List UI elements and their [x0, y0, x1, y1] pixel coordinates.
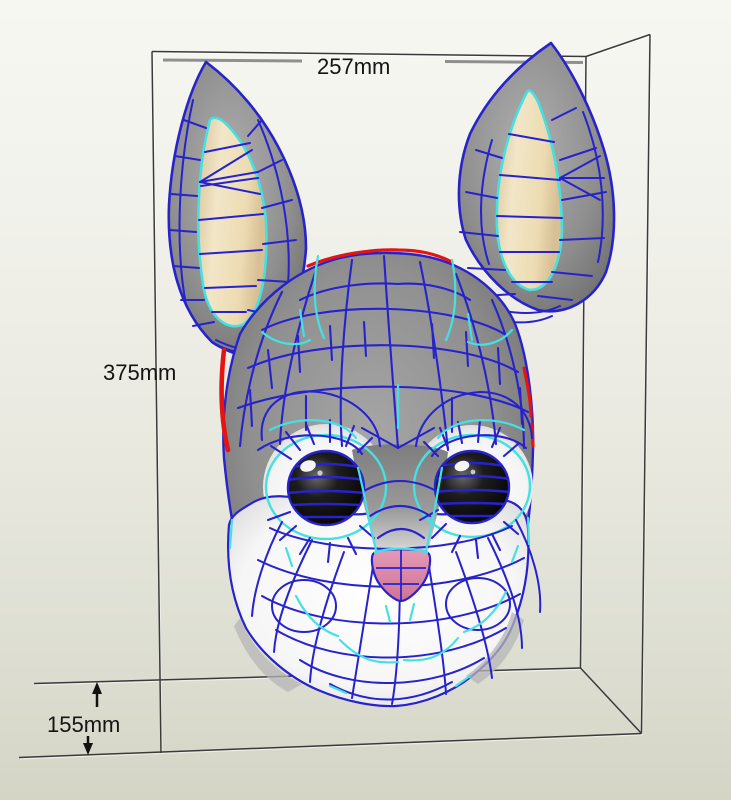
depth-dimension-label: 155mm: [47, 712, 121, 737]
rabbit-model: [167, 41, 616, 708]
box-edge-bottom-right: [579, 667, 643, 735]
box-edge-right-back: [640, 34, 651, 734]
left-inner-ear-panel: [197, 116, 268, 328]
right-ear: [457, 41, 616, 324]
box-edge-top-right: [585, 33, 651, 58]
nose-bridge: [352, 444, 448, 552]
arrow-up-icon: [92, 682, 102, 707]
arrow-down-icon: [83, 736, 93, 755]
nose: [370, 547, 432, 603]
open-edge-red: [219, 248, 535, 453]
left-eye: [264, 433, 388, 541]
width-dimension-label: 257mm: [317, 54, 391, 79]
box-edge-bottom-back: [18, 732, 642, 759]
fold-edges-cyan: [228, 254, 531, 695]
left-ear: [167, 60, 308, 357]
box-edge-left: [151, 51, 162, 754]
right-eye: [412, 433, 532, 539]
box-edge-top-front: [151, 50, 587, 58]
height-dimension-label: 375mm: [103, 360, 177, 385]
head-wireframe: [236, 254, 534, 564]
